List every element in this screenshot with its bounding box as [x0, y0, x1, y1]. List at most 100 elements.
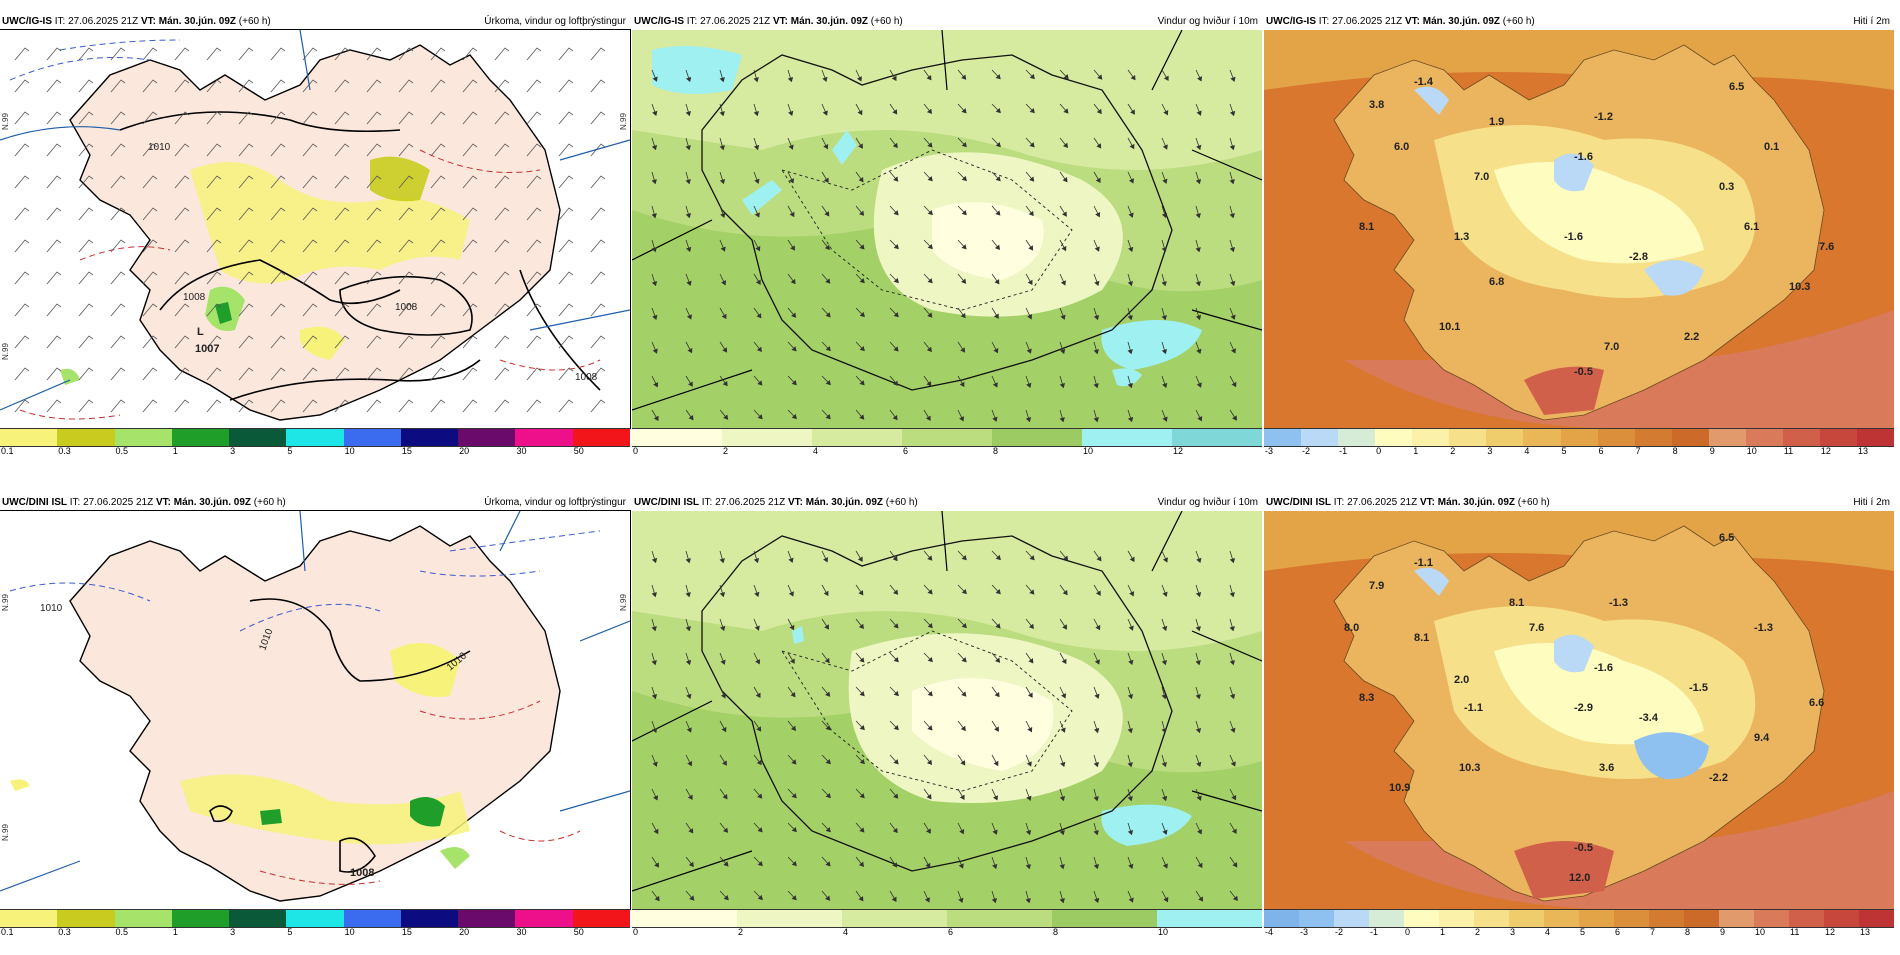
wind-barb	[430, 239, 446, 253]
wind-barb	[494, 271, 510, 285]
wind-arrow-head	[961, 210, 967, 216]
colorbar-swatch	[812, 429, 902, 446]
temp-colorbar-ticks: -4 -3 -2 -1 0 1 2 3 4 5 6 7 8 9 10 11 12 13	[1264, 927, 1894, 941]
wind-arrow-head	[791, 895, 797, 901]
wind-barb	[366, 399, 382, 413]
wind-barb	[398, 111, 414, 125]
wind-arrow-head	[924, 897, 930, 903]
wind-arrow-head	[992, 795, 998, 801]
temperature-value: 10.9	[1389, 782, 1410, 794]
wind-barb	[14, 271, 30, 285]
colorbar-swatch	[171, 429, 230, 446]
isobar-label: 1010	[148, 142, 171, 153]
wind-arrow-head	[753, 557, 760, 564]
wind-arrow-head	[1162, 591, 1168, 597]
wind-arrow-head	[1161, 795, 1168, 802]
colorbar-swatch	[947, 910, 1052, 927]
wind-arrow-head	[720, 625, 726, 632]
wind-arrow-head	[1229, 179, 1235, 185]
colorbar-tick-label: 3	[1510, 927, 1516, 937]
wind-arrow-head	[859, 657, 865, 663]
panel-header: UWC/IG-IS IT: 27.06.2025 21Z VT: Mán. 30…	[0, 14, 630, 30]
wind-barb	[238, 143, 254, 157]
colorbar-tick-label: 0.5	[115, 446, 129, 456]
wind-arrow-head	[755, 692, 761, 699]
wind-arrow-head	[1096, 108, 1102, 115]
wind-barb	[494, 367, 510, 381]
wind-arrow-head	[1229, 110, 1236, 117]
colorbar-swatch	[57, 429, 115, 446]
wind-arrow-head	[1097, 74, 1103, 80]
colorbar-tick-label: 11	[1783, 446, 1794, 456]
wind-arrow-head	[719, 178, 726, 185]
colorbar-tick-label: 50	[573, 446, 584, 456]
wind-arrow-head	[1029, 589, 1035, 595]
model-name: UWC/IG-IS	[634, 16, 684, 27]
wind-arrow-head	[961, 555, 967, 561]
wind-arrow-head	[1229, 592, 1235, 598]
wind-arrow-head	[858, 623, 864, 630]
wind-arrow-head	[960, 312, 966, 319]
wind-arrow-head	[1195, 281, 1201, 287]
wind-barb	[366, 239, 382, 253]
colorbar-swatch	[114, 429, 172, 446]
init-time: 27.06.2025 21Z	[83, 497, 154, 508]
wind-barb	[558, 111, 574, 125]
wind-arrow-head	[1096, 556, 1102, 562]
wind-barb	[494, 79, 510, 93]
colorbar-tick-label: 7	[1650, 927, 1656, 937]
colorbar-tick-label: 9	[1709, 446, 1715, 456]
wind-arrow-head	[687, 347, 693, 354]
wind-arrow-head	[926, 75, 932, 81]
wind-arrow-head	[1195, 626, 1201, 632]
wind-arrow-head	[859, 414, 865, 420]
wind-barb	[110, 239, 126, 253]
wind-arrow-head	[857, 109, 863, 116]
wind-arrow-head	[893, 380, 899, 386]
wind-arrow-head	[756, 313, 762, 319]
wind-arrow-head	[791, 793, 797, 799]
temperature-value: 6.1	[1744, 221, 1759, 233]
wind-barb	[590, 79, 606, 93]
panel-header: UWC/DINI ISL IT: 27.06.2025 21Z VT: Mán.…	[632, 495, 1262, 511]
it-label: IT:	[686, 16, 698, 27]
wind-arrow-head	[1028, 245, 1034, 251]
wind-arrow-head	[685, 592, 691, 598]
colorbar-swatch	[1634, 429, 1672, 446]
temp-map: 7.9 -1.1 6.5 8.1 8.0 8.1 -1.3 7.6 -1.3 -1.6 8.3 2.0…	[1264, 511, 1894, 909]
wind-barb	[46, 239, 62, 253]
colorbar-swatch	[57, 910, 115, 927]
wind-barb	[334, 335, 350, 349]
isobar-label: 1008	[395, 302, 418, 313]
wind-arrow-head	[791, 312, 797, 318]
wind-barb	[462, 207, 478, 221]
precip-map: 1010 1008 1008 1008 1007 L N.99 N.99 N.9…	[0, 29, 631, 429]
wind-arrow-head	[790, 245, 795, 251]
colorbar-swatch	[1334, 910, 1369, 927]
wind-barb	[142, 367, 158, 381]
wind-arrow-head	[1127, 796, 1133, 802]
wind-arrow-head	[858, 176, 864, 183]
wind-arrow-head	[653, 415, 659, 422]
colorbar-swatch	[1474, 910, 1509, 927]
wind-barb	[46, 47, 62, 61]
wind-barb	[302, 79, 318, 93]
wind-barb	[430, 111, 446, 125]
precip-colorbar	[0, 909, 630, 928]
wind-arrow-head	[1093, 727, 1100, 734]
colorbar-tick-label: 30	[516, 446, 527, 456]
wind-arrow-head	[1093, 383, 1099, 389]
wind-barb	[110, 79, 126, 93]
wind-arrow-head	[1025, 898, 1031, 904]
wind-arrow-head	[1128, 863, 1134, 870]
wind-arrow-head	[1230, 314, 1236, 320]
colorbar-tick-label: 2	[723, 446, 729, 456]
wind-arrow-head	[960, 760, 966, 766]
wind-barb	[78, 175, 94, 189]
wind-barb	[14, 79, 30, 93]
temperature-value: -1.5	[1689, 682, 1708, 694]
wind-arrow-head	[687, 381, 693, 387]
wind-barb	[270, 303, 286, 317]
colorbar-tick-label: 6	[903, 446, 909, 456]
wind-arrow-head	[1127, 281, 1134, 287]
